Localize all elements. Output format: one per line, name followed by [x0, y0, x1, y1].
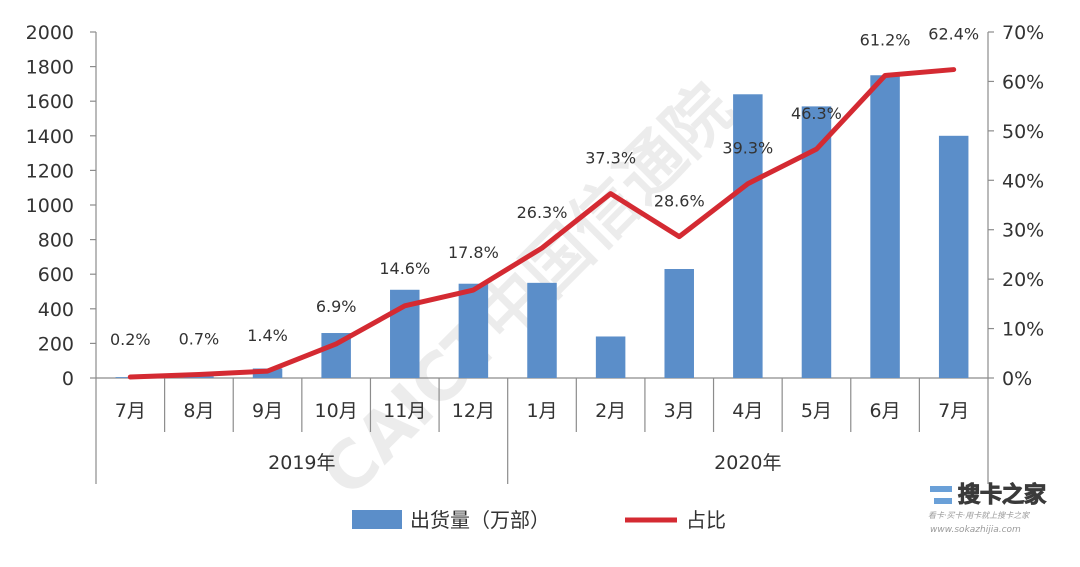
y-left-tick-label: 2000 — [26, 22, 74, 44]
x-tick-label: 5月 — [801, 400, 832, 422]
data-label: 17.8% — [448, 243, 499, 262]
line-point — [334, 342, 338, 346]
legend-label: 占比 — [686, 508, 726, 532]
y-left-tick-label: 1400 — [26, 126, 74, 148]
data-label: 61.2% — [860, 30, 911, 49]
y-right-tick-label: 70% — [1002, 22, 1044, 44]
y-left-tick-label: 1000 — [26, 195, 74, 217]
bar — [664, 269, 694, 378]
brand-tagline: 看卡·买卡·用卡就上搜卡之家 — [928, 511, 1030, 520]
y-left-tick-label: 800 — [38, 230, 74, 252]
line-point — [814, 147, 818, 151]
data-label: 39.3% — [722, 139, 773, 158]
x-tick-label: 3月 — [664, 400, 695, 422]
y-right-tick-label: 30% — [1002, 220, 1044, 242]
line-point — [677, 235, 681, 239]
data-label: 14.6% — [379, 259, 430, 278]
y-right-tick-label: 40% — [1002, 170, 1044, 192]
line-point — [540, 246, 544, 250]
line-point — [128, 375, 132, 379]
brand-mark — [930, 486, 952, 492]
data-label: 1.4% — [247, 326, 288, 345]
data-label: 0.2% — [110, 330, 151, 349]
bar — [595, 336, 626, 378]
line-point — [197, 373, 201, 377]
legend-swatch-bar — [352, 510, 402, 529]
bar — [527, 282, 557, 378]
y-left-tick-label: 600 — [38, 264, 74, 286]
data-label: 28.6% — [654, 192, 705, 211]
data-label: 26.3% — [517, 203, 568, 222]
line-point — [266, 369, 270, 373]
x-group-label: 2019年 — [268, 452, 335, 474]
data-label: 46.3% — [791, 104, 842, 123]
legend-label: 出货量（万部） — [410, 508, 550, 532]
brand-url: www.sokazhijia.com — [930, 525, 1021, 535]
line-point — [471, 288, 475, 292]
x-tick-label: 2月 — [595, 400, 626, 422]
x-tick-label: 9月 — [252, 400, 283, 422]
line-point — [746, 182, 750, 186]
x-tick-label: 7月 — [115, 400, 146, 422]
data-label: 6.9% — [316, 297, 357, 316]
y-right-tick-label: 50% — [1002, 121, 1044, 143]
x-tick-label: 6月 — [870, 400, 901, 422]
bar — [938, 135, 969, 378]
bar — [870, 75, 900, 378]
y-right-tick-label: 10% — [1002, 319, 1044, 341]
brand-mark — [934, 498, 952, 504]
line-point — [403, 304, 407, 308]
x-tick-label: 4月 — [732, 400, 763, 422]
line-point — [609, 192, 613, 196]
x-tick-label: 1月 — [526, 400, 557, 422]
y-right-tick-label: 0% — [1002, 368, 1032, 390]
y-right-tick-label: 60% — [1002, 71, 1044, 93]
line-point — [952, 68, 956, 72]
data-label: 0.7% — [179, 330, 220, 349]
axes: 0 200 400 600 800 1000 1200 1400 1600 1800 2000 0% 1… — [26, 22, 1044, 484]
line-point — [883, 73, 887, 77]
brand-name: 搜卡之家 — [958, 482, 1047, 508]
data-labels: 0.2% 0.7% 1.4% 6.9% 14.6% 17.8% 26.3% 37.3% 28.6… — [110, 25, 979, 349]
bar — [458, 283, 489, 378]
bar — [733, 94, 763, 378]
x-group-label: 2020年 — [714, 452, 781, 474]
y-right-tick-label: 20% — [1002, 269, 1044, 291]
line-series — [127, 67, 957, 380]
x-tick-label: 11月 — [383, 400, 426, 422]
x-tick-label: 12月 — [452, 400, 495, 422]
y-left-tick-label: 1200 — [26, 160, 74, 182]
y-left-tick-label: 200 — [38, 333, 74, 355]
y-left-tick-label: 1800 — [26, 57, 74, 79]
x-tick-label: 8月 — [183, 400, 214, 422]
bar — [184, 376, 214, 378]
legend: 出货量（万部） 占比 — [352, 508, 726, 532]
y-left-tick-label: 1600 — [26, 91, 74, 113]
data-label: 62.4% — [928, 25, 979, 44]
bar-series — [115, 75, 969, 378]
y-left-tick-label: 400 — [38, 299, 74, 321]
y-left-tick-label: 0 — [62, 368, 74, 390]
x-tick-label: 10月 — [315, 400, 358, 422]
data-label: 37.3% — [585, 149, 636, 168]
x-tick-label: 7月 — [938, 400, 969, 422]
